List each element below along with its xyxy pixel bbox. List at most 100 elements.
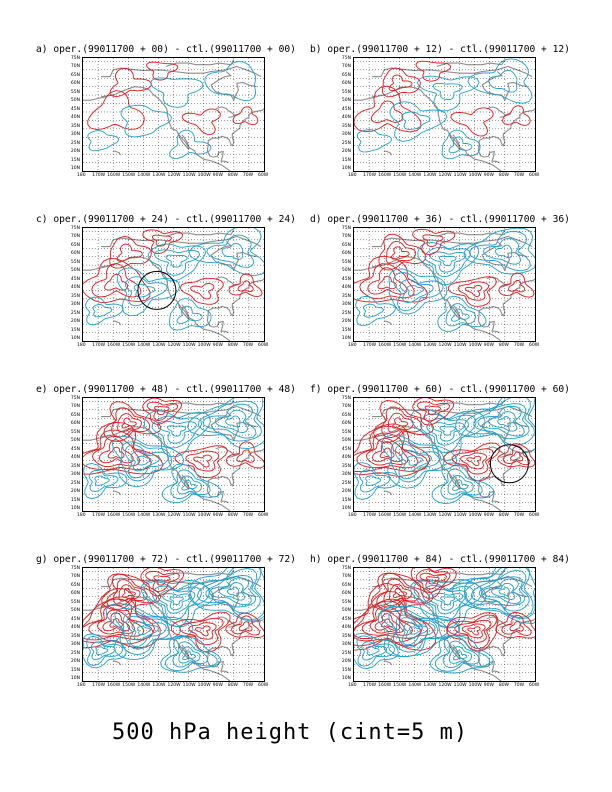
coastline-3 <box>207 108 264 147</box>
coastline-8 <box>354 434 382 441</box>
positive-contour <box>415 60 452 82</box>
coastline-1 <box>372 256 502 341</box>
lon-tick-label: 170W <box>92 513 106 518</box>
lon-tick-label: 110W <box>182 173 196 178</box>
lon-tick-label: 70W <box>242 173 254 178</box>
lat-tick-label: 40N <box>341 625 351 631</box>
positive-contour <box>510 451 524 462</box>
lat-tick-label: 35N <box>70 293 80 299</box>
lon-tick-label: 60W <box>529 513 540 518</box>
negative-contour <box>452 479 469 491</box>
lat-tick-label: 30N <box>70 472 80 478</box>
negative-contour <box>205 575 257 608</box>
positive-contour <box>151 234 172 247</box>
lat-tick-label: 60N <box>341 81 351 87</box>
coastline-1 <box>101 86 231 171</box>
positive-contour <box>374 613 400 631</box>
lat-tick-label: 10N <box>70 506 80 512</box>
lat-tick-label: 20N <box>341 319 351 325</box>
lat-tick-label: 30N <box>341 302 351 308</box>
negative-contour <box>473 403 530 440</box>
coastline-10 <box>436 399 506 407</box>
positive-contour <box>381 406 423 438</box>
negative-contour <box>88 469 119 492</box>
lat-tick-label: 50N <box>70 98 80 104</box>
coastline-2 <box>177 132 190 150</box>
positive-contour <box>116 243 143 262</box>
positive-contour <box>415 569 451 593</box>
positive-contour <box>87 90 145 130</box>
coastline-10 <box>436 59 506 67</box>
negative-contour <box>439 425 456 436</box>
lon-tick-label: 180 <box>77 173 86 178</box>
negative-contour <box>92 304 113 318</box>
highlight-circle <box>137 270 177 310</box>
positive-contour <box>102 612 131 632</box>
negative-contour <box>196 568 261 614</box>
lon-tick-label: 160W <box>107 173 121 178</box>
lat-tick-label: 60N <box>70 591 80 597</box>
positive-contour <box>497 443 535 468</box>
map-panel-f <box>353 397 536 512</box>
negative-contour <box>440 468 483 500</box>
positive-contour <box>106 573 158 610</box>
negative-contour <box>380 605 460 658</box>
lon-tick-label: 130W <box>152 343 166 348</box>
lat-tick-label: 35N <box>70 633 80 639</box>
lon-tick-label: 90W <box>483 683 494 688</box>
positive-contour <box>367 267 408 295</box>
panel-e-title: e) oper.(99011700 + 48) - ctl.(99011700 … <box>36 384 296 395</box>
negative-contour <box>124 444 169 479</box>
negative-contour <box>157 589 196 614</box>
lon-tick-label: 180 <box>77 513 86 518</box>
lon-tick-label: 110W <box>182 343 196 348</box>
negative-contour <box>83 633 127 669</box>
positive-contour <box>96 609 136 635</box>
negative-contour <box>85 296 124 326</box>
positive-contour <box>419 572 447 590</box>
coastline-6 <box>481 241 504 259</box>
lon-tick-label: 170W <box>363 513 377 518</box>
lat-tick-label: 55N <box>341 89 351 95</box>
lon-tick-label: 110W <box>453 683 467 688</box>
lon-tick-label: 170W <box>92 173 106 178</box>
lat-tick-label: 60N <box>341 251 351 257</box>
coastline-9 <box>113 660 122 666</box>
negative-contour <box>188 228 264 277</box>
positive-contour <box>109 67 152 98</box>
positive-contour <box>142 229 184 255</box>
negative-contour <box>176 305 203 324</box>
lon-tick-label: 80W <box>227 683 239 688</box>
lat-tick-label: 55N <box>70 89 80 95</box>
lat-tick-label: 20N <box>341 489 351 495</box>
positive-contour <box>188 622 217 640</box>
negative-contour <box>445 303 476 327</box>
lat-tick-label: 65N <box>70 242 80 248</box>
positive-contour <box>390 246 410 260</box>
lon-tick-label: 110W <box>453 513 467 518</box>
negative-contour <box>422 584 475 622</box>
positive-contour <box>509 621 524 632</box>
negative-contour <box>393 272 444 312</box>
positive-contour <box>447 276 497 307</box>
lat-tick-label: 10N <box>70 336 80 342</box>
coastline-9 <box>113 150 122 156</box>
lat-tick-label: 30N <box>70 132 80 138</box>
map-f-canvas <box>354 398 535 511</box>
positive-contour <box>392 587 408 599</box>
lon-tick-label: 60W <box>258 683 269 688</box>
lat-tick-label: 50N <box>341 268 351 274</box>
lon-tick-label: 100W <box>197 513 211 518</box>
positive-contour <box>376 572 430 611</box>
lat-tick-label: 45N <box>70 446 80 452</box>
lon-tick-label: 180 <box>77 343 86 348</box>
positive-contour <box>225 612 264 638</box>
negative-contour <box>136 455 152 466</box>
negative-contour <box>355 295 396 327</box>
lat-tick-label: 35N <box>341 123 351 129</box>
coastline-4 <box>477 143 500 164</box>
lon-tick-label: 70W <box>242 343 254 348</box>
positive-contour <box>450 107 494 137</box>
positive-contour <box>232 106 259 126</box>
coastline-3 <box>207 618 264 657</box>
